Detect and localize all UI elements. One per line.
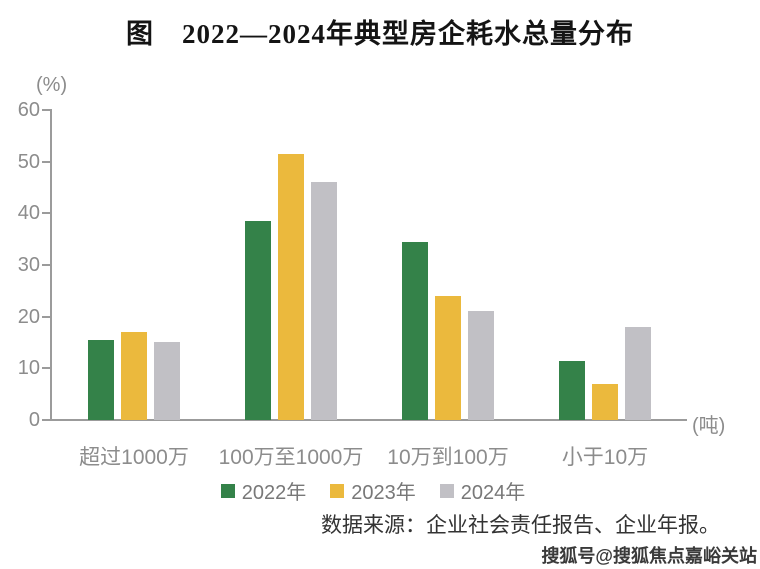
y-tick-mark — [42, 367, 50, 370]
y-tick-label: 30 — [17, 254, 40, 276]
y-tick-label: 10 — [17, 357, 40, 380]
bar-2023-group3 — [435, 296, 461, 420]
y-tick-label: 0 — [28, 409, 40, 431]
bar-2022-group2 — [245, 221, 271, 420]
x-axis-line — [50, 419, 687, 421]
legend-item: 2022年 — [220, 476, 307, 505]
bar-2024-group3 — [468, 311, 494, 420]
y-tick-mark — [42, 212, 50, 215]
y-tick-label: 40 — [17, 202, 40, 225]
y-tick-mark — [42, 160, 50, 163]
y-tick-label: 60 — [17, 99, 40, 121]
x-axis-label: 超过1000万 — [79, 446, 189, 469]
bar-2023-group1 — [121, 332, 147, 420]
chart-legend: 2022年 2023年 2024年 — [0, 476, 746, 505]
legend-label: 2024年 — [460, 482, 526, 504]
data-source-note: 数据来源：企业社会责任报告、企业年报。 — [321, 513, 720, 537]
x-axis-label: 10万到100万 — [387, 446, 509, 469]
x-axis-label: 小于10万 — [561, 446, 649, 469]
watermark-text: 搜狐号@搜狐焦点嘉峪关站 — [541, 546, 757, 566]
legend-swatch-2024 — [439, 483, 454, 498]
y-tick-mark — [42, 264, 50, 266]
chart-title: 图 2022—2024年典型房企耗水总量分布 — [126, 19, 634, 49]
y-tick-label: 50 — [17, 150, 40, 173]
y-axis-unit-label: (%) — [36, 74, 68, 96]
bar-2023-group4 — [592, 384, 618, 420]
bar-2023-group2 — [278, 154, 304, 420]
legend-swatch-2022 — [220, 483, 235, 498]
legend-item: 2024年 — [439, 476, 526, 505]
bar-2022-group4 — [559, 361, 585, 420]
y-tick-label: 20 — [17, 305, 40, 328]
x-axis-label: 100万至1000万 — [218, 446, 364, 469]
bar-2022-group1 — [88, 340, 114, 420]
y-tick-mark — [42, 109, 50, 111]
y-tick-mark — [42, 419, 50, 421]
legend-swatch-2023 — [330, 483, 345, 498]
bar-2022-group3 — [402, 242, 428, 420]
legend-label: 2022年 — [241, 482, 307, 504]
y-axis-line — [50, 109, 52, 421]
bar-2024-group4 — [625, 327, 651, 420]
legend-label: 2023年 — [351, 482, 416, 504]
y-tick-mark — [42, 315, 50, 318]
bar-2024-group1 — [154, 342, 180, 420]
bar-2024-group2 — [311, 182, 337, 420]
x-axis-unit-label: (吨) — [692, 415, 726, 437]
legend-item: 2023年 — [330, 476, 416, 505]
